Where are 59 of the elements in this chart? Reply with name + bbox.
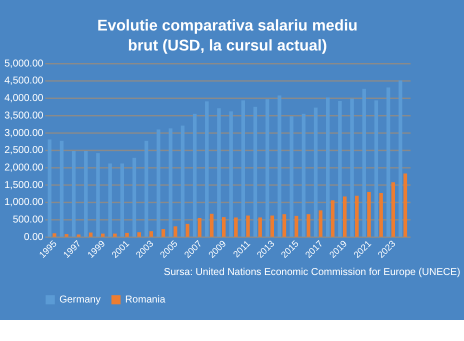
bar bbox=[330, 200, 335, 237]
bar bbox=[174, 226, 178, 237]
bar bbox=[132, 158, 136, 237]
text: Sursa: United Nations Economic Commission for Europe (UNECE) bbox=[164, 267, 460, 278]
bar bbox=[391, 182, 395, 237]
bar bbox=[186, 224, 190, 237]
bar bbox=[72, 150, 76, 237]
bar bbox=[374, 100, 378, 237]
bar bbox=[314, 108, 318, 237]
bar bbox=[270, 216, 274, 237]
bar bbox=[64, 234, 68, 237]
bar bbox=[198, 218, 202, 237]
bar bbox=[149, 231, 154, 237]
bar bbox=[318, 210, 322, 237]
bar bbox=[210, 214, 214, 237]
chart-title: Evolutie comparativa salariu mediu brut (USD, la cursul actual) bbox=[97, 17, 358, 54]
y-tick-label: 4,500.00 bbox=[4, 76, 44, 87]
bar bbox=[362, 88, 366, 237]
y-tick-label: 1,000.00 bbox=[4, 197, 44, 208]
bar bbox=[52, 233, 56, 237]
bar bbox=[246, 216, 250, 237]
bar bbox=[258, 217, 262, 237]
y-tick-label: 4,000.00 bbox=[4, 93, 44, 104]
bar bbox=[294, 216, 298, 237]
bar bbox=[101, 234, 105, 237]
bar bbox=[379, 192, 383, 237]
bar bbox=[306, 214, 310, 237]
y-tick-label: 2,000.00 bbox=[4, 162, 44, 174]
y-tick-label: 3,500.00 bbox=[4, 110, 44, 122]
bar bbox=[125, 232, 129, 237]
bar bbox=[222, 217, 226, 237]
bar bbox=[326, 98, 330, 237]
legend-label: Romania bbox=[125, 294, 166, 306]
bar bbox=[355, 196, 359, 237]
bar bbox=[137, 232, 141, 237]
y-tick-label: 5,000.00 bbox=[4, 58, 44, 70]
bar bbox=[253, 106, 258, 237]
bar bbox=[282, 214, 286, 237]
bar bbox=[192, 114, 197, 237]
bar bbox=[386, 87, 390, 237]
bar bbox=[88, 232, 93, 237]
y-tick-label: 1,500.00 bbox=[4, 180, 44, 191]
legend-label: Germany bbox=[59, 294, 101, 306]
y-tick-label: 3,000.00 bbox=[4, 128, 44, 139]
bar bbox=[342, 196, 347, 237]
bar bbox=[398, 80, 402, 237]
bar bbox=[120, 163, 124, 237]
bar bbox=[113, 234, 117, 237]
y-tick-label: 0.00 bbox=[24, 232, 44, 243]
y-tick-label: 2,500.00 bbox=[4, 145, 44, 156]
bar bbox=[350, 98, 354, 237]
bar bbox=[403, 174, 408, 237]
bar bbox=[338, 101, 342, 237]
bar bbox=[302, 114, 306, 237]
bar bbox=[234, 217, 238, 237]
bar bbox=[367, 192, 371, 237]
y-tick-label: 500.00 bbox=[12, 214, 44, 226]
bar bbox=[60, 140, 64, 237]
bar bbox=[161, 229, 166, 237]
